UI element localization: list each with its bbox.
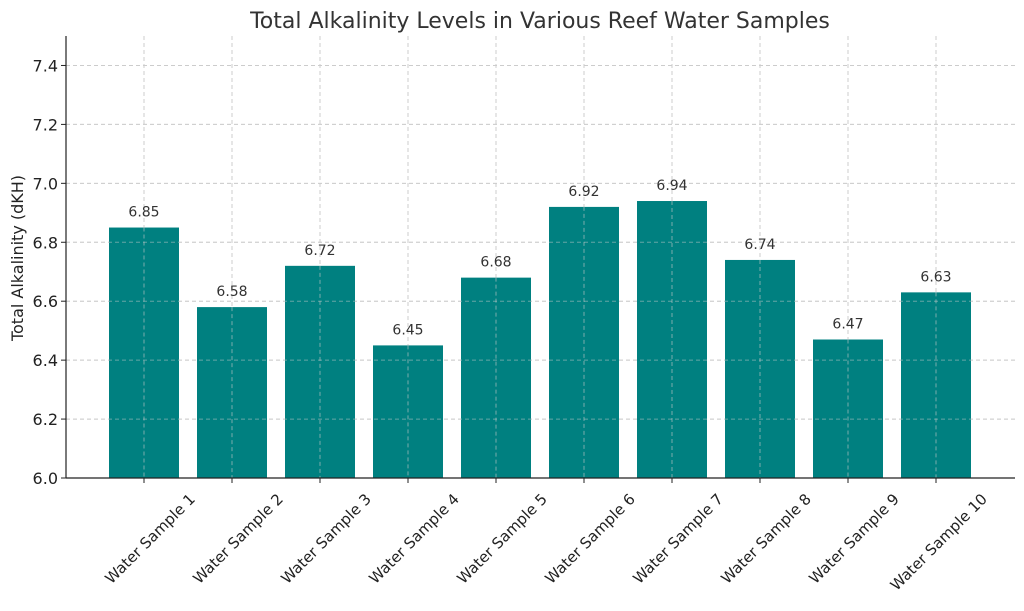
bar-value-label: 6.85	[128, 205, 159, 221]
x-tick-label: Water Sample 2	[189, 490, 286, 587]
x-tick-label: Water Sample 10	[887, 490, 991, 594]
x-tick-label: Water Sample 1	[101, 490, 198, 587]
bar-value-label: 6.92	[568, 184, 599, 200]
x-tick-label: Water Sample 4	[365, 490, 462, 587]
x-tick-label: Water Sample 6	[541, 490, 638, 587]
bar-value-label: 6.74	[744, 237, 775, 253]
y-tick-label: 7.2	[33, 115, 58, 134]
bar-value-label: 6.63	[920, 269, 951, 285]
y-tick-label: 6.2	[33, 410, 58, 429]
x-tick-label: Water Sample 7	[629, 490, 726, 587]
bar	[109, 227, 179, 478]
chart-title: Total Alkalinity Levels in Various Reef …	[249, 9, 830, 34]
bar-value-label: 6.58	[216, 284, 247, 300]
bars	[66, 64, 1015, 479]
bar-value-label: 6.68	[480, 255, 511, 271]
bar	[637, 201, 707, 478]
y-tick-label: 6.0	[33, 469, 58, 488]
y-tick-label: 7.0	[33, 174, 58, 193]
bar-value-label: 6.47	[832, 317, 863, 333]
bar-value-label: 6.45	[392, 322, 423, 338]
bar-value-label: 6.94	[656, 178, 687, 194]
y-tick-label: 6.4	[33, 351, 58, 370]
y-tick-label: 7.4	[33, 56, 58, 75]
y-axis-label: Total Alkalinity (dKH)	[8, 175, 27, 342]
axes	[61, 36, 1015, 483]
x-tick-label: Water Sample 3	[277, 490, 374, 587]
x-tick-label: Water Sample 9	[805, 490, 902, 587]
y-tick-label: 6.8	[33, 233, 58, 252]
bar-value-label: 6.72	[304, 243, 335, 259]
x-tick-label: Water Sample 8	[717, 490, 814, 587]
x-tick-label: Water Sample 5	[453, 490, 550, 587]
y-tick-label: 6.6	[33, 292, 58, 311]
